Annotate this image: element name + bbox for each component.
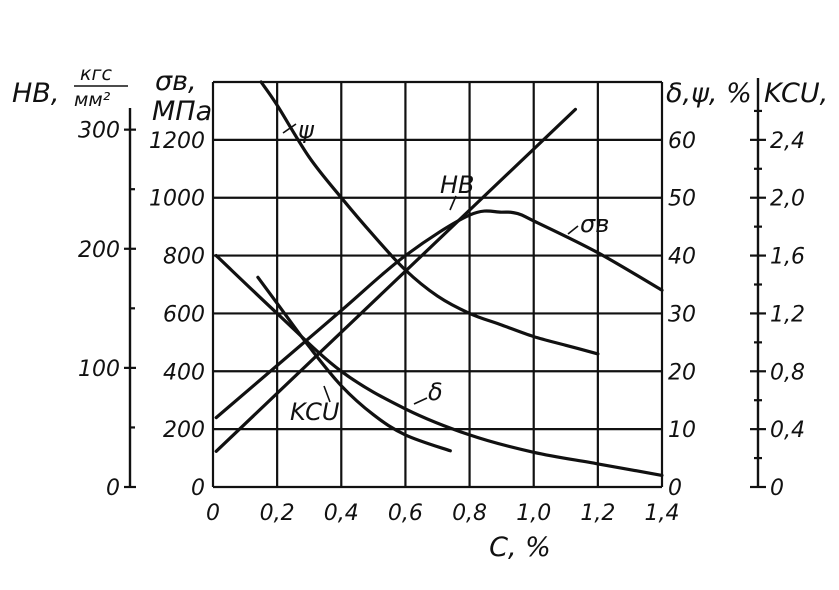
hb-axis-unit-denominator: мм² bbox=[74, 89, 111, 111]
curve-hb bbox=[214, 107, 577, 453]
pct-tick-label: 0 bbox=[668, 476, 682, 501]
x-tick-label: 0,8 bbox=[452, 501, 487, 526]
sigma-tick-label: 0 bbox=[191, 476, 205, 501]
hb-tick-label: 300 bbox=[78, 119, 120, 144]
x-tick-label: 1,2 bbox=[580, 501, 615, 526]
hb-axis-title: HB, bbox=[12, 78, 59, 109]
pct-tick-label: 10 bbox=[668, 418, 696, 443]
x-tick-label: 0,2 bbox=[260, 501, 295, 526]
x-axis-title: C, % bbox=[489, 532, 551, 563]
kcu-tick-label: 1,6 bbox=[770, 245, 805, 270]
kcu-tick-label: 0,4 bbox=[770, 418, 805, 443]
pct-axis-title: δ,ψ, % bbox=[666, 78, 752, 109]
sigma-tick-label: 400 bbox=[163, 360, 205, 385]
x-tick-label: 1,4 bbox=[645, 501, 680, 526]
curve-delta bbox=[214, 254, 664, 477]
chart-axes bbox=[74, 78, 766, 489]
curve-label-leader bbox=[567, 225, 579, 235]
x-tick-label: 1,0 bbox=[516, 501, 551, 526]
hb-axis-unit-numerator: кгс bbox=[80, 63, 112, 85]
x-tick-label: 0,6 bbox=[388, 501, 423, 526]
sigma-tick-label: 600 bbox=[163, 302, 205, 327]
x-tick-label: 0 bbox=[206, 501, 220, 526]
sigma-axis-title: σв, bbox=[155, 66, 197, 97]
curve-kcu bbox=[256, 275, 452, 453]
pct-tick-label: 30 bbox=[668, 302, 696, 327]
sigma-tick-label: 800 bbox=[163, 245, 205, 270]
curve-psi bbox=[259, 80, 600, 356]
sigma-tick-label: 1200 bbox=[149, 129, 205, 154]
curve-label-hb: HB bbox=[440, 171, 475, 199]
curve-label-kcu: KCU bbox=[290, 398, 340, 426]
curve-label-leader bbox=[323, 385, 331, 403]
curve-label-leader bbox=[282, 123, 297, 134]
x-tick-label: 0,4 bbox=[324, 501, 359, 526]
curve-label-leader bbox=[413, 397, 428, 405]
pct-tick-label: 20 bbox=[668, 360, 696, 385]
curve-label-sigma-b: σв bbox=[580, 210, 609, 238]
chart-grid bbox=[211, 80, 664, 489]
pct-tick-label: 60 bbox=[668, 129, 696, 154]
kcu-tick-label: 1,2 bbox=[770, 302, 805, 327]
sigma-tick-label: 1000 bbox=[149, 187, 205, 212]
sigma-axis-unit: МПа bbox=[152, 96, 212, 127]
kcu-axis-title: KCU, bbox=[764, 78, 828, 109]
curve-label-leader bbox=[449, 195, 457, 211]
chart-curves bbox=[214, 80, 664, 477]
pct-tick-label: 50 bbox=[668, 187, 696, 212]
kcu-tick-label: 2,0 bbox=[770, 187, 805, 212]
chart-labels: 0 0,2 0,4 0,6 0,8 1,0 1,2 1,4C, %02004006008001… bbox=[12, 63, 828, 563]
hb-tick-label: 200 bbox=[78, 238, 120, 263]
kcu-tick-label: 2,4 bbox=[770, 129, 805, 154]
hb-tick-label: 0 bbox=[106, 476, 120, 501]
pct-tick-label: 40 bbox=[668, 245, 696, 270]
curve-label-delta: δ bbox=[428, 378, 443, 406]
kcu-tick-label: 0,8 bbox=[770, 360, 805, 385]
kcu-tick-label: 0 bbox=[770, 476, 784, 501]
curve-label-psi: ψ bbox=[298, 116, 315, 144]
sigma-tick-label: 200 bbox=[163, 418, 205, 443]
hb-tick-label: 100 bbox=[78, 357, 120, 382]
